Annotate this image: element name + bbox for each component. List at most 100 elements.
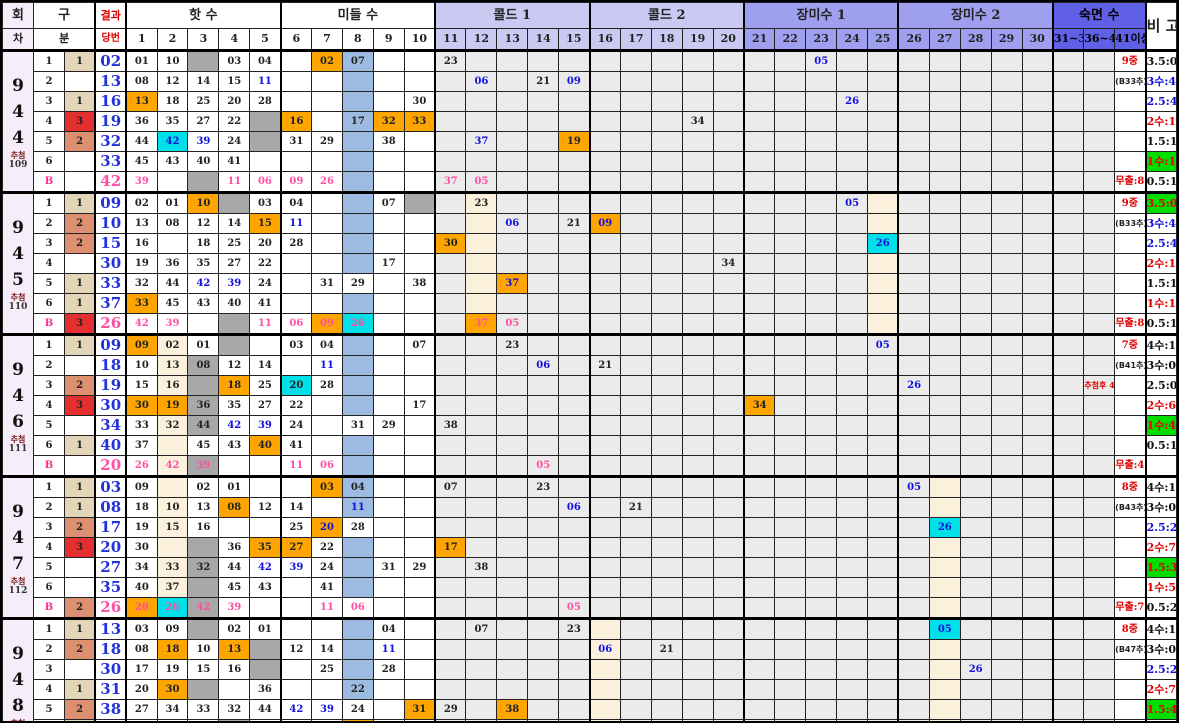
- number-cell: 18: [218, 375, 251, 396]
- sleep-cell: [1083, 659, 1116, 680]
- number-cell: [218, 191, 251, 214]
- number-cell: [403, 679, 436, 700]
- sleep-cell: [1051, 557, 1085, 578]
- number-cell: [588, 111, 621, 132]
- number-cell: [341, 131, 374, 152]
- gubun-row-no: 5: [33, 699, 65, 720]
- number-cell: [1021, 111, 1054, 132]
- number-cell: [311, 191, 343, 214]
- number-cell: 36: [156, 253, 189, 274]
- number-cell: [712, 597, 745, 619]
- number-cell: [742, 233, 776, 254]
- number-cell: [959, 537, 992, 558]
- number-cell: [434, 659, 467, 680]
- number-cell: [650, 233, 683, 254]
- bigo-cell: 4수:1: [1144, 475, 1177, 498]
- sleep-cell: [1083, 617, 1116, 640]
- number-cell: [867, 659, 899, 680]
- number-cell: [990, 233, 1023, 254]
- number-cell: [372, 679, 405, 700]
- number-cell: [558, 375, 591, 396]
- number-cell: [836, 213, 869, 234]
- number-cell: [311, 497, 343, 518]
- number-cell: [527, 415, 560, 436]
- header-col-17: 17: [619, 28, 652, 51]
- number-cell: [372, 333, 405, 356]
- number-cell: [465, 577, 498, 598]
- number-cell: [619, 355, 652, 376]
- gubun-row-no: B: [33, 455, 65, 477]
- number-cell: [341, 151, 374, 172]
- number-cell: [712, 435, 745, 456]
- number-cell: 26: [897, 375, 930, 396]
- number-cell: [774, 395, 807, 416]
- number-cell: 09: [156, 617, 189, 640]
- sleep-cell: [1083, 213, 1116, 234]
- number-cell: [867, 557, 899, 578]
- gubun-row-no: 5: [33, 415, 65, 436]
- number-cell: [928, 577, 961, 598]
- number-cell: [928, 719, 961, 721]
- sleep-cell: [1051, 151, 1085, 172]
- number-cell: [836, 659, 869, 680]
- result-cell: 33: [94, 273, 127, 294]
- bigo-cell: 0.5:1: [1144, 435, 1177, 456]
- number-cell: [867, 111, 899, 132]
- number-cell: 35: [125, 719, 158, 721]
- number-cell: [712, 415, 745, 436]
- gubun-row-no: 4: [33, 253, 65, 274]
- number-cell: [867, 253, 899, 274]
- sleep-cell: [1051, 497, 1085, 518]
- number-cell: [496, 253, 529, 274]
- number-cell: [1021, 71, 1054, 92]
- gubun-row-no: 1: [33, 191, 65, 214]
- number-cell: [311, 111, 343, 132]
- number-cell: [279, 293, 313, 314]
- number-cell: [527, 719, 560, 721]
- number-cell: [341, 355, 374, 376]
- number-cell: [897, 455, 930, 477]
- sleep-cell: [1083, 253, 1116, 274]
- number-cell: 19: [156, 395, 189, 416]
- gubun-row-no: 2: [33, 355, 65, 376]
- number-cell: [403, 517, 436, 538]
- gubun-row-no: 3: [33, 517, 65, 538]
- number-cell: [774, 313, 807, 335]
- header-col-23: 23: [805, 28, 838, 51]
- number-cell: [742, 293, 776, 314]
- bigo-cell: 0.5:2: [1144, 597, 1177, 619]
- number-cell: [434, 293, 467, 314]
- number-cell: [928, 659, 961, 680]
- header-col-24: 24: [836, 28, 869, 51]
- number-cell: 42: [156, 455, 189, 477]
- number-cell: [403, 375, 436, 396]
- note41-cell: (B43추): [1114, 497, 1147, 518]
- number-cell: [1021, 699, 1054, 720]
- gubun-row-no: 6: [33, 293, 65, 314]
- number-cell: 41: [279, 435, 313, 456]
- number-cell: [836, 253, 869, 274]
- number-cell: [619, 313, 652, 335]
- number-cell: [681, 313, 714, 335]
- number-cell: [990, 395, 1023, 416]
- number-cell: [403, 171, 436, 193]
- number-cell: [527, 497, 560, 518]
- number-cell: [403, 213, 436, 234]
- gubun-row-no: 3: [33, 91, 65, 112]
- number-cell: [990, 659, 1023, 680]
- note41-cell: [1114, 253, 1147, 274]
- header-section-cold1: 콜드 1: [434, 2, 591, 29]
- number-cell: [434, 355, 467, 376]
- number-cell: 25: [218, 233, 251, 254]
- header-col-21: 21: [742, 28, 776, 51]
- number-cell: [928, 191, 961, 214]
- number-cell: [867, 151, 899, 172]
- number-cell: [218, 455, 251, 477]
- number-cell: [558, 415, 591, 436]
- number-cell: [836, 49, 869, 72]
- number-cell: [527, 49, 560, 72]
- sleep-cell: [1051, 719, 1085, 721]
- number-cell: [619, 111, 652, 132]
- number-cell: [836, 71, 869, 92]
- gubun-row-no: 1: [33, 617, 65, 640]
